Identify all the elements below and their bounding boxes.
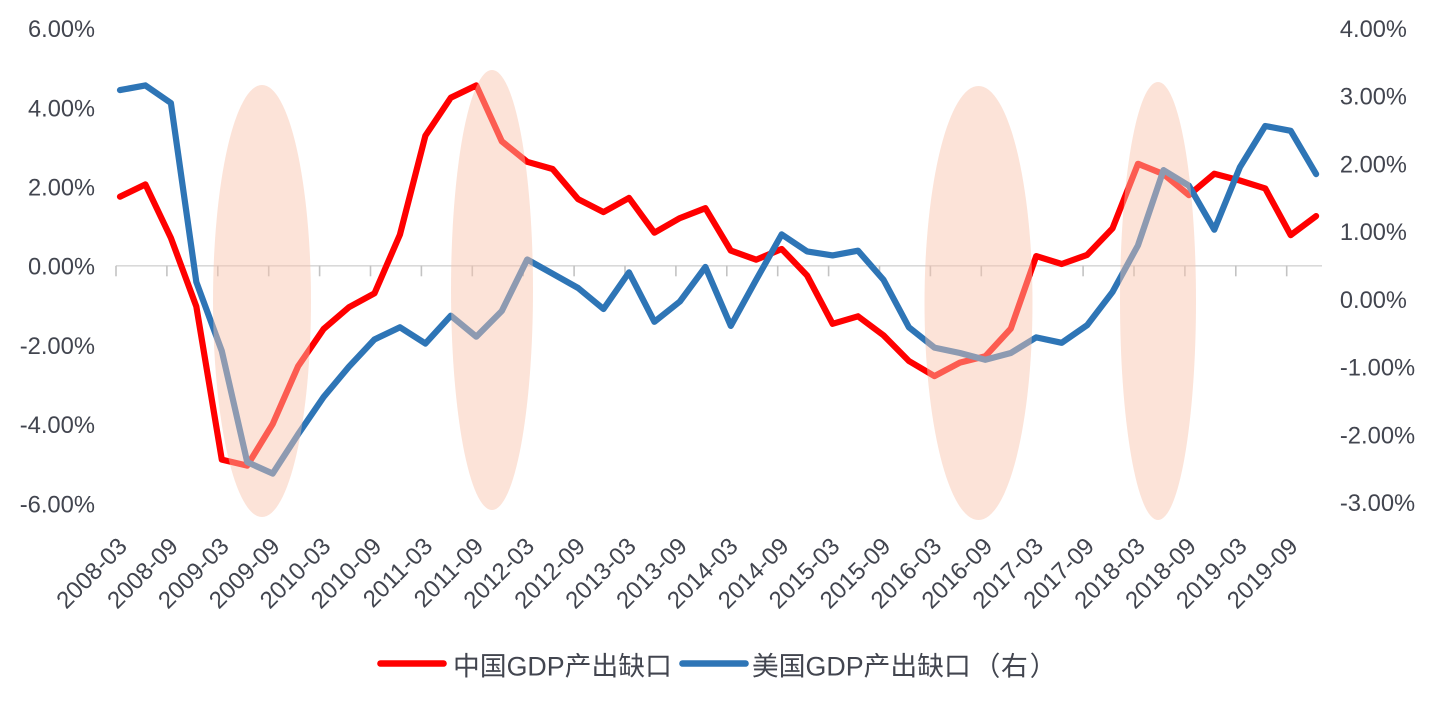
svg-text:4.00%: 4.00%: [28, 95, 95, 122]
svg-text:0.00%: 0.00%: [28, 254, 95, 281]
svg-text:6.00%: 6.00%: [28, 16, 95, 43]
svg-text:2.00%: 2.00%: [28, 175, 95, 202]
svg-text:0.00%: 0.00%: [1340, 287, 1407, 314]
svg-text:GDP: GDP: [507, 651, 565, 681]
svg-text:-3.00%: -3.00%: [1340, 490, 1415, 517]
svg-text:-2.00%: -2.00%: [1340, 422, 1415, 449]
svg-text:2.00%: 2.00%: [1340, 151, 1407, 178]
svg-text:3.00%: 3.00%: [1340, 84, 1407, 111]
svg-text:-4.00%: -4.00%: [20, 412, 95, 439]
svg-text:1.00%: 1.00%: [1340, 219, 1407, 246]
svg-text:GDP: GDP: [806, 651, 864, 681]
svg-text:-6.00%: -6.00%: [20, 491, 95, 518]
svg-text:-2.00%: -2.00%: [20, 333, 95, 360]
svg-text:4.00%: 4.00%: [1340, 16, 1407, 43]
svg-text:-1.00%: -1.00%: [1340, 355, 1415, 382]
